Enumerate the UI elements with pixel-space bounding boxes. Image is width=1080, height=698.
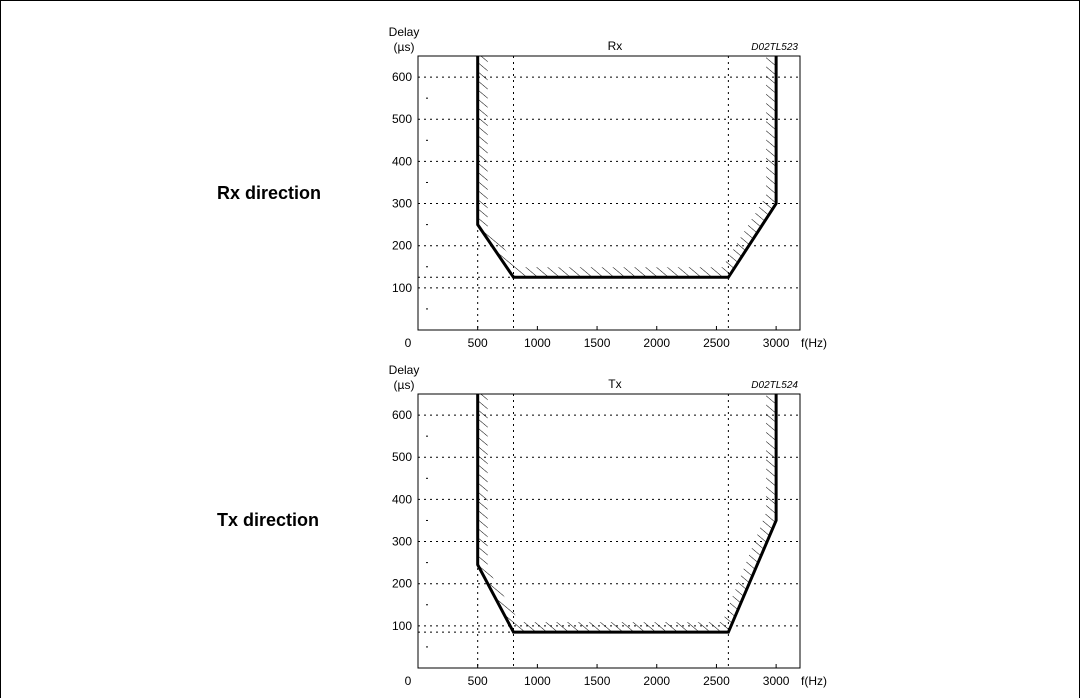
rx-chart-title: Rx (608, 39, 623, 53)
rx-y-tick-label: 600 (392, 70, 412, 84)
rx-x-tick-label: 1500 (584, 336, 611, 350)
rx-x-tick-label: 500 (468, 336, 488, 350)
rx-x-tick-label: 1000 (524, 336, 551, 350)
rx-direction-label: Rx direction (217, 183, 322, 203)
tx-y-tick-label: 400 (392, 492, 412, 506)
rx-y-axis-label-line2: (µs) (394, 40, 415, 54)
rx-mask-curve (476, 56, 778, 279)
tx-y-tick-label: 100 (392, 619, 412, 633)
tx-x-axis-label: f(Hz) (801, 674, 827, 688)
tx-y-tick-label: 200 (392, 577, 412, 591)
tx-figure-code: D02TL524 (751, 380, 798, 391)
tx-x-tick-label: 3000 (763, 674, 790, 688)
rx-y-tick-label: 100 (392, 281, 412, 295)
tx-y-tick-label: 300 (392, 535, 412, 549)
rx-y-axis-label-line1: Delay (389, 25, 420, 39)
rx-x-tick-label: 2000 (643, 336, 670, 350)
tx-direction-label: Tx direction (217, 510, 320, 530)
tx-x-tick-label: 2000 (643, 674, 670, 688)
rx-figure-code: D02TL523 (751, 42, 798, 53)
rx-x-tick-label: 0 (405, 336, 412, 350)
rx-x-tick-label: 3000 (763, 336, 790, 350)
rx-y-tick-label: 400 (392, 154, 412, 168)
rx-y-tick-label: 300 (392, 197, 412, 211)
tx-y-axis-label-line1: Delay (389, 363, 420, 377)
tx-y-axis-label-line2: (µs) (394, 378, 415, 392)
rx-x-axis-label: f(Hz) (801, 336, 827, 350)
tx-x-tick-label: 1000 (524, 674, 551, 688)
rx-hatched-region (477, 56, 777, 278)
tx-mask-curve (476, 394, 778, 634)
tx-y-tick-label: 500 (392, 450, 412, 464)
tx-x-tick-label: 2500 (703, 674, 730, 688)
tx-x-tick-label: 500 (468, 674, 488, 688)
tx-hatched-region (477, 394, 777, 633)
rx-x-tick-label: 2500 (703, 336, 730, 350)
rx-y-tick-label: 500 (392, 112, 412, 126)
rx-plot-border (417, 55, 801, 331)
rx-y-tick-label: 200 (392, 239, 412, 253)
tx-x-tick-label: 0 (405, 674, 412, 688)
tx-y-tick-label: 600 (392, 408, 412, 422)
tx-chart-title: Tx (608, 377, 621, 391)
tx-x-tick-label: 1500 (584, 674, 611, 688)
tx-plot-border (417, 393, 801, 669)
